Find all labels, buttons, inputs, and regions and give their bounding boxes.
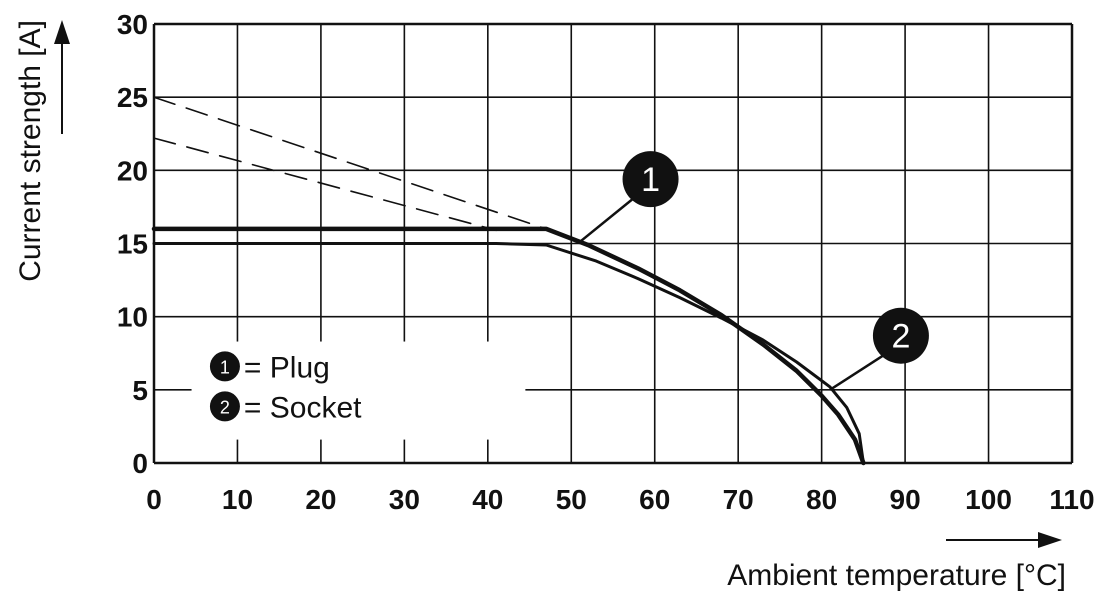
x-tick-label: 110 — [1049, 484, 1094, 515]
annotations: 12 — [578, 151, 929, 391]
legend-box — [191, 341, 526, 440]
annotation-leader-1 — [578, 198, 634, 244]
x-tick-label: 0 — [146, 484, 162, 515]
legend-entry-2: = Socket — [244, 391, 362, 424]
y-axis-arrow-head — [54, 20, 70, 44]
x-tick-label: 60 — [639, 484, 670, 515]
series-line-2-dashed — [153, 137, 497, 232]
y-tick-label: 30 — [117, 9, 148, 40]
x-tick-label: 40 — [472, 484, 503, 515]
grid — [152, 22, 1074, 465]
x-tick-label: 80 — [806, 484, 837, 515]
legend-marker-2 — [209, 391, 240, 422]
legend-background — [191, 341, 526, 440]
y-tick-label: 0 — [132, 448, 148, 479]
legend-marker-label-2: 2 — [220, 397, 230, 417]
axis-titles: Ambient temperature [°C] Current strengt… — [14, 20, 1066, 592]
y-tick-label: 20 — [117, 155, 148, 186]
y-tick-label: 25 — [117, 82, 148, 113]
annotation-label-1: 1 — [641, 161, 660, 199]
annotation-label-2: 2 — [891, 318, 910, 356]
x-tick-label: 70 — [723, 484, 754, 515]
x-tick-label: 10 — [222, 484, 253, 515]
x-tick-label: 90 — [890, 484, 921, 515]
annotation-leader-2 — [829, 354, 884, 391]
x-axis-arrow-head — [1038, 532, 1062, 548]
x-tick-label: 20 — [305, 484, 336, 515]
series-line-2-solid — [152, 242, 865, 465]
y-tick-label: 10 — [117, 302, 148, 333]
annotation-marker-2 — [872, 307, 929, 364]
legend-marker-1 — [209, 351, 240, 382]
legend-entry-1: = Plug — [244, 351, 330, 384]
x-tick-labels: 0 10 20 30 40 50 60 70 80 90 100 110 — [146, 484, 1094, 515]
x-tick-label: 50 — [556, 484, 587, 515]
series-lines — [151, 96, 866, 466]
legend: 1 = Plug 2 = Socket — [209, 351, 362, 424]
y-tick-label: 5 — [132, 375, 148, 406]
legend-marker-label-1: 1 — [220, 357, 230, 377]
series-line-1-dashed — [153, 96, 547, 230]
y-tick-label: 15 — [117, 229, 148, 260]
annotation-marker-1 — [622, 151, 679, 208]
x-tick-label: 30 — [389, 484, 420, 515]
y-axis-title: Current strength [A] — [14, 20, 47, 282]
x-tick-label: 100 — [965, 484, 1012, 515]
x-axis-title: Ambient temperature [°C] — [727, 559, 1066, 592]
y-tick-labels: 0 5 10 15 20 25 30 — [117, 9, 148, 479]
